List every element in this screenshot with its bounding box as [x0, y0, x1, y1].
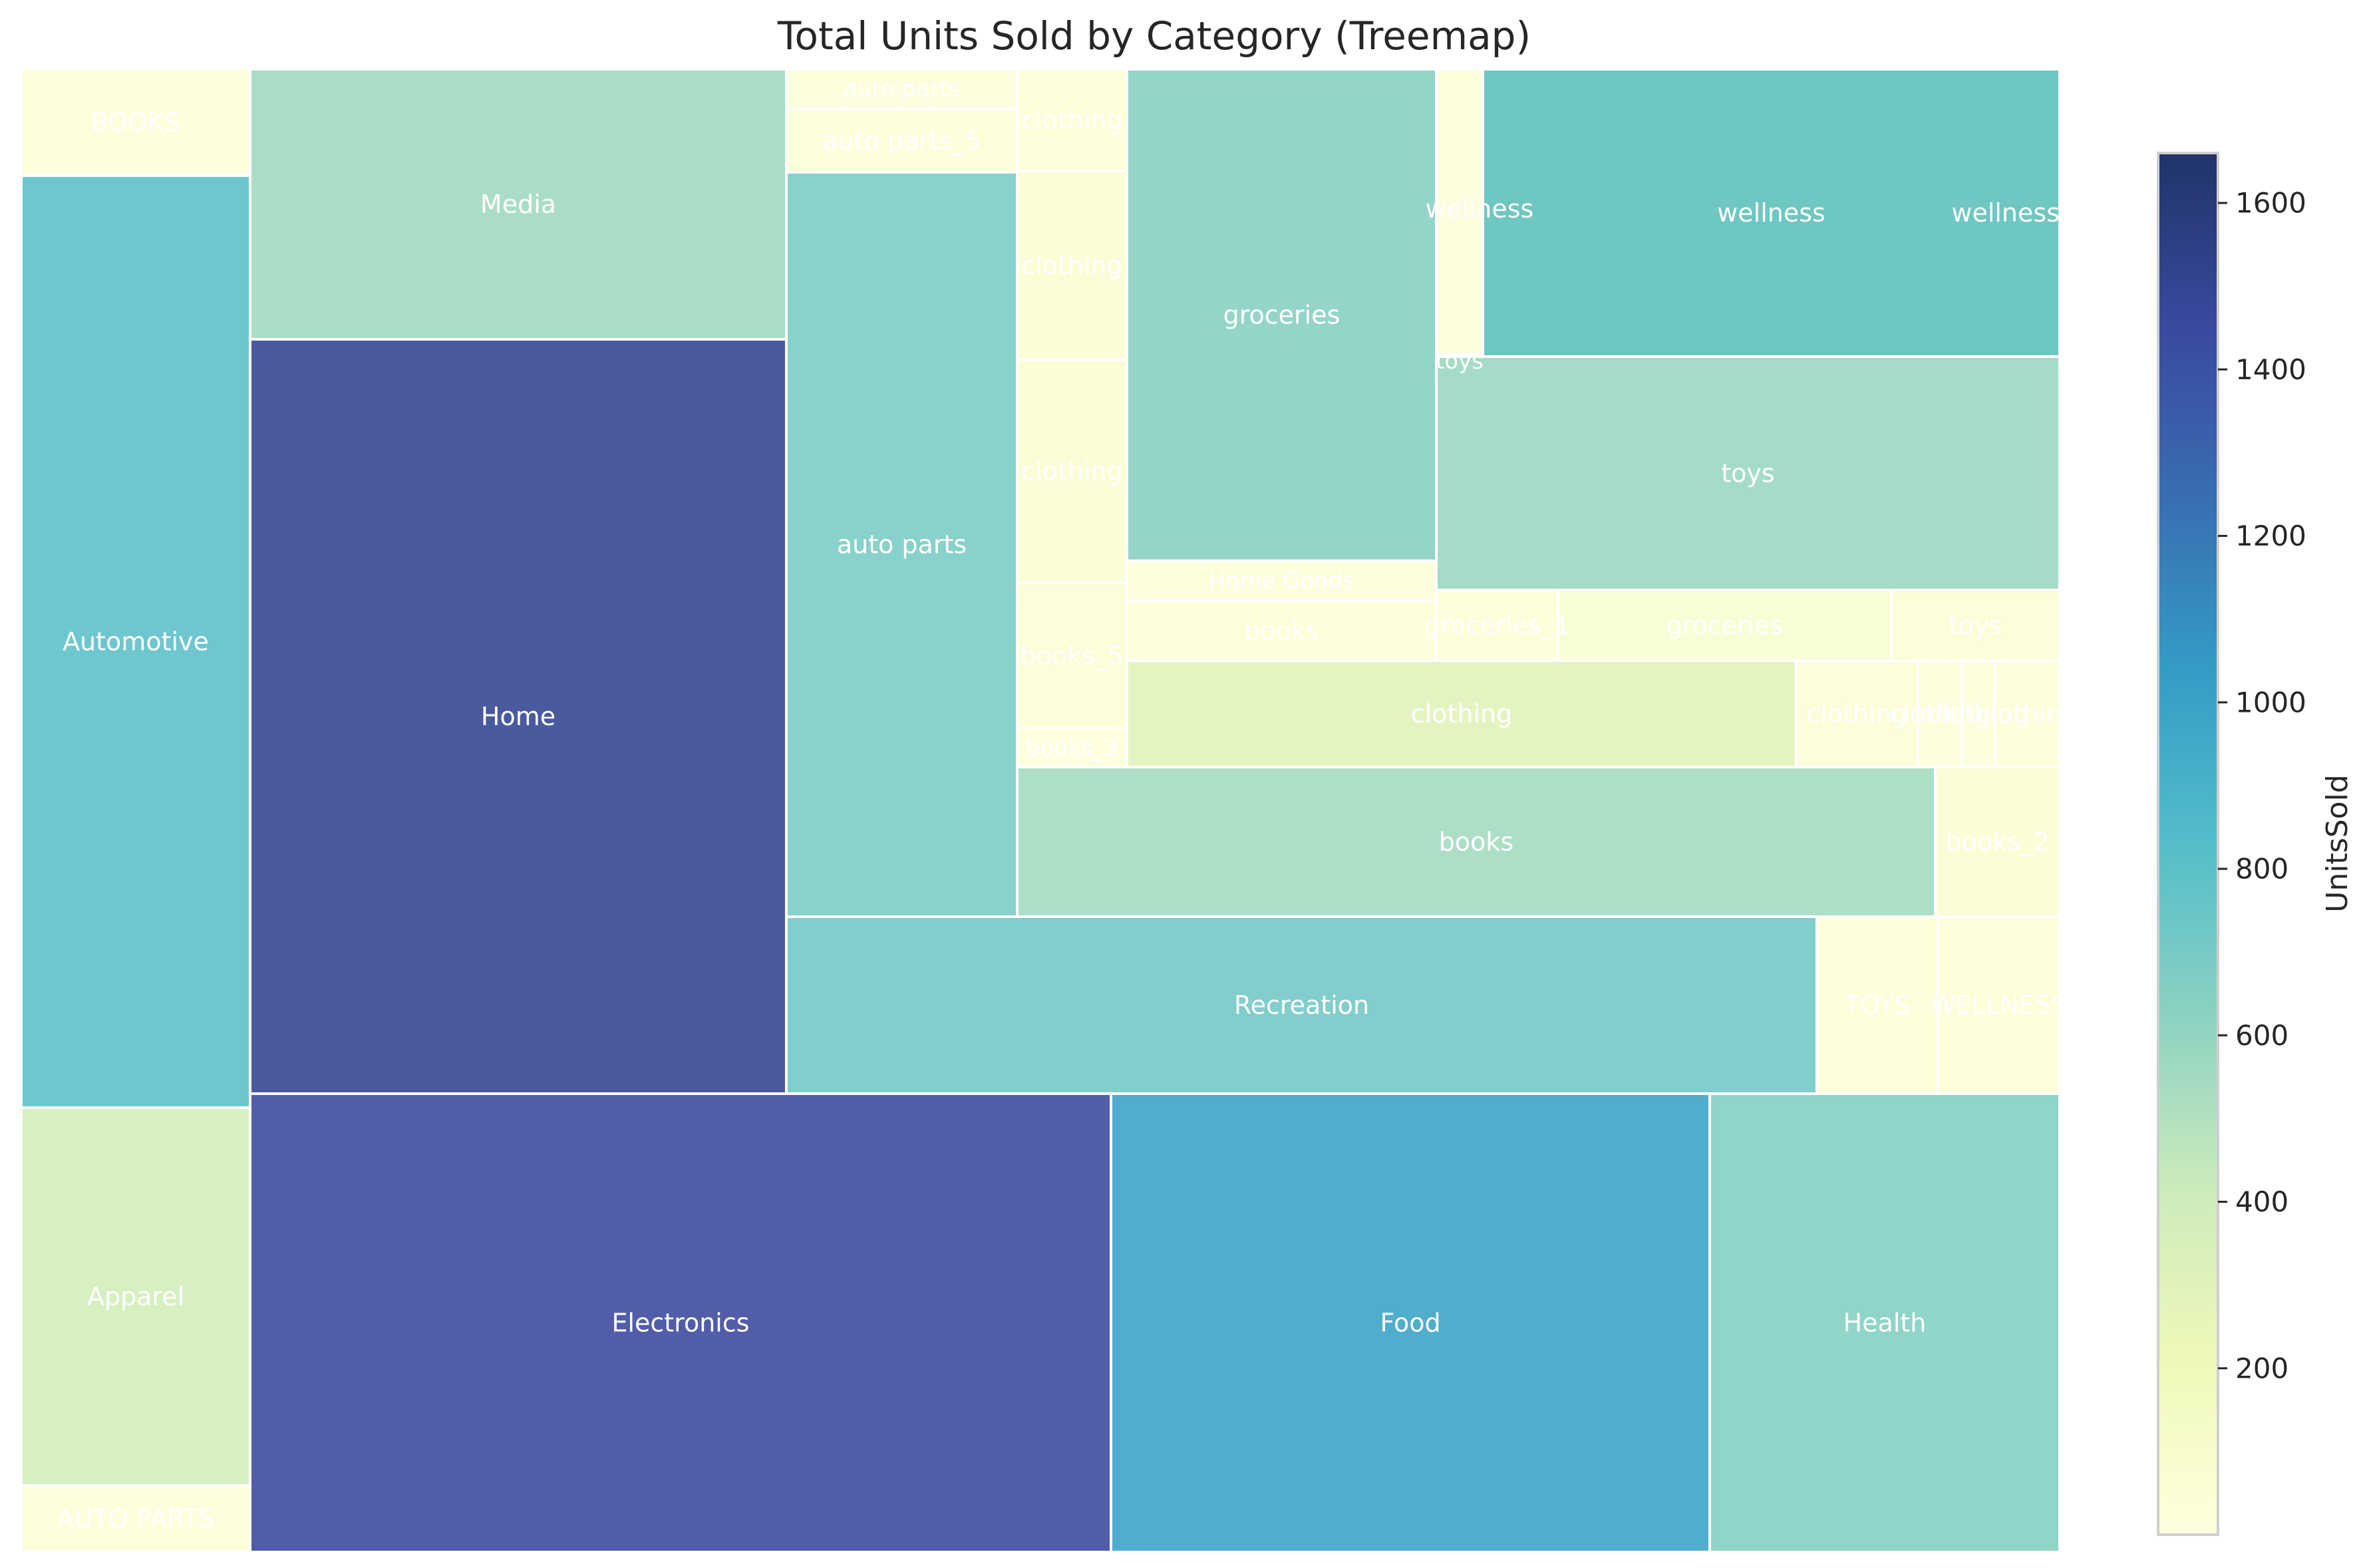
tile-label-books-3: books_3	[1026, 735, 1118, 762]
tile-groceries	[1126, 68, 1438, 562]
tile-label-toys: toys	[1949, 611, 2002, 640]
tile-food	[1110, 1092, 1711, 1553]
tile-apparel	[20, 1106, 251, 1487]
tile-label-toys: TOYS	[1844, 991, 1910, 1020]
colorbar-tick-label: 800	[2235, 853, 2288, 885]
tile-label-recreation: Recreation	[1234, 991, 1369, 1020]
tile-label-auto-parts-5: auto parts_5	[822, 126, 981, 156]
tile-label-clothing: clothing	[1928, 699, 2029, 728]
tile-label-food: Food	[1380, 1309, 1440, 1338]
tile-label-books: books	[1439, 828, 1513, 857]
tile-label-wellness: wellness	[1951, 198, 2060, 228]
tile-wellness	[1937, 915, 2061, 1095]
tile-home	[249, 338, 788, 1095]
tile-clothing	[1016, 359, 1128, 584]
tile-label-apparel: Apparel	[87, 1282, 184, 1311]
colorbar: 200 400 600 800 1000 1200 1400 1600 UnitsSold	[2157, 152, 2354, 1536]
tile-label-clothing: clothing	[1889, 699, 1990, 728]
tile-auto-parts	[785, 171, 1019, 918]
tile-label-books: books	[1244, 616, 1319, 645]
tile-books	[1016, 766, 1937, 918]
tile-label-toys: toys	[1436, 348, 1484, 375]
tile-label-automotive: Automotive	[63, 627, 209, 657]
tile-label-books-2: books_2	[1946, 828, 2050, 857]
tile-toys	[1890, 589, 2061, 662]
tile-label-home-goods: Home Goods	[1209, 567, 1354, 594]
tile-label-clothing: clothing	[1806, 699, 1907, 728]
tile-label-wellness: wellness	[1426, 194, 1534, 224]
colorbar-gradient	[2157, 152, 2219, 1536]
tile-label-books: BOOKS	[91, 108, 180, 137]
tile-label-clothing: clothing	[1021, 106, 1122, 135]
tile-label-wellness: wellness	[1717, 198, 1825, 228]
tile-home-goods	[1126, 559, 1438, 602]
tile-label-auto-parts: auto parts	[837, 530, 967, 559]
colorbar-tick-label: 1400	[2235, 353, 2306, 386]
tile-label-health: Health	[1843, 1309, 1927, 1338]
tile-label-media: Media	[480, 190, 556, 219]
tile-label-books-5: books_5	[1021, 641, 1124, 671]
tile-wellness	[1435, 68, 1484, 356]
tile-books	[1126, 599, 1438, 662]
tile-label-clothing: clothing	[1021, 457, 1122, 486]
colorbar-ticks: 200 400 600 800 1000 1200 1400 1600	[2218, 187, 2306, 1384]
tile-auto-parts-5	[785, 108, 1019, 174]
tile-automotive	[20, 174, 251, 1109]
tile-label-clothing: clothing	[1976, 699, 2078, 728]
tile-groceries-1	[1435, 589, 1559, 662]
tile-label-auto-parts: AUTO PARTS	[57, 1504, 214, 1533]
tile-wellness	[1482, 68, 2061, 358]
tile-label-electronics: Electronics	[611, 1309, 749, 1338]
tile-books	[20, 68, 251, 177]
colorbar-tick-label: 1000	[2235, 686, 2306, 718]
tile-books-5	[1016, 581, 1128, 730]
colorbar-tick-label: 1200	[2235, 520, 2306, 552]
colorbar-tick-label: 600	[2235, 1019, 2288, 1052]
tile-media	[249, 68, 788, 341]
tile-label-clothing: clothing	[1021, 251, 1122, 280]
tile-label-groceries: groceries	[1223, 301, 1340, 330]
tile-books-2	[1934, 766, 2061, 918]
tile-label-clothing: clothing	[1411, 699, 1512, 728]
tile-toys	[1435, 355, 2061, 591]
tile-label-groceries: groceries	[1666, 611, 1784, 640]
colorbar-label: UnitsSold	[2320, 774, 2354, 913]
tile-label-auto-parts: auto parts	[844, 76, 960, 102]
colorbar-tick-label: 1600	[2235, 187, 2306, 220]
tile-health	[1708, 1092, 2061, 1553]
tile-label-home: Home	[481, 702, 555, 731]
chart-title: Total Units Sold by Category (Treemap)	[777, 13, 1531, 59]
tile-label-toys: toys	[1721, 459, 1774, 488]
tile-label-groceries-1: groceries_1	[1424, 611, 1570, 640]
tile-clothing	[1795, 659, 1919, 768]
tile-recreation	[785, 915, 1818, 1095]
treemap-tiles: BOOKS Automotive Apparel AUTO PARTS Media Hom…	[20, 68, 2078, 1553]
tile-electronics	[249, 1092, 1112, 1553]
colorbar-tick-label: 200	[2235, 1352, 2288, 1384]
tile-clothing	[1016, 68, 1128, 172]
tile-label-wellness: WELLNESS	[1931, 991, 2067, 1020]
colorbar-tick-label: 400	[2235, 1185, 2288, 1218]
tile-clothing	[1126, 659, 1798, 768]
